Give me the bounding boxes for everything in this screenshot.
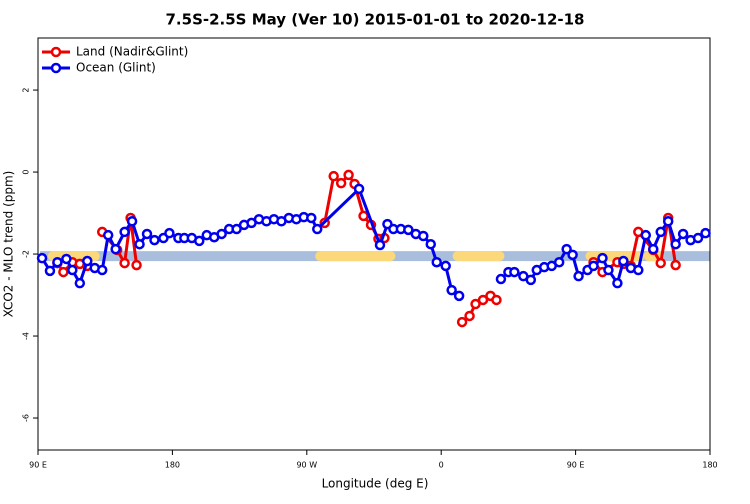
series-point — [692, 232, 704, 244]
series-line — [56, 172, 678, 324]
y-tick-label: -4 — [22, 332, 31, 340]
series-point — [477, 294, 489, 306]
series-point — [525, 274, 537, 286]
series-point — [495, 273, 507, 285]
series-point — [119, 226, 130, 238]
series-point — [403, 224, 414, 236]
series-point — [648, 243, 659, 255]
legend-label: Land (Nadir&Glint) — [76, 45, 188, 59]
series-point — [131, 259, 142, 271]
series-point — [52, 256, 63, 268]
legend-marker — [50, 62, 62, 74]
series-point — [470, 298, 481, 310]
series-point — [440, 260, 451, 272]
x-tick-label: 0 — [439, 461, 444, 470]
series-point — [677, 228, 689, 240]
series-point — [374, 239, 386, 251]
series-point — [670, 238, 681, 250]
series-point — [640, 229, 652, 241]
series-point — [36, 252, 48, 264]
y-axis-label: XCO2 - MLO trend (ppm) — [2, 171, 16, 318]
series-point — [700, 227, 711, 239]
x-tick-label: 90 W — [296, 461, 317, 470]
series-point — [491, 294, 502, 306]
x-tick-label: 180 — [165, 461, 180, 470]
series-point — [74, 277, 86, 289]
series-point — [134, 238, 145, 250]
series-point — [194, 235, 205, 247]
series-point — [509, 266, 520, 278]
series-point — [446, 284, 457, 296]
legend-label: Ocean (Glint) — [76, 61, 156, 75]
series-point — [343, 169, 354, 181]
series-point — [655, 226, 666, 238]
y-tick-label: 2 — [22, 88, 31, 93]
series-point — [425, 238, 436, 250]
series-point — [306, 212, 317, 224]
series-point — [141, 228, 153, 240]
series-point — [456, 316, 468, 328]
series-point — [464, 310, 475, 322]
series-point — [655, 257, 666, 269]
series-point — [353, 183, 365, 195]
series-point — [126, 215, 138, 227]
series-point — [102, 229, 114, 241]
series-point — [670, 259, 681, 271]
series-point — [82, 255, 93, 267]
series-point — [633, 264, 644, 276]
series-point — [431, 256, 442, 268]
series-point — [231, 223, 242, 235]
series-point — [110, 243, 121, 255]
series-point — [603, 264, 614, 276]
series-point — [67, 264, 78, 276]
series-point — [561, 243, 572, 255]
y-tick-label: -6 — [22, 414, 31, 422]
series-point — [567, 249, 578, 261]
series-point — [96, 264, 108, 276]
series-point — [312, 223, 323, 235]
plot-frame — [37, 37, 711, 451]
series-point — [44, 265, 56, 277]
series-point — [58, 266, 69, 278]
series-point — [216, 228, 227, 240]
series-point — [61, 253, 72, 265]
series-point — [149, 234, 160, 246]
y-tick-label: -2 — [22, 250, 31, 258]
series-point — [335, 177, 347, 189]
series-point — [164, 227, 175, 239]
series-point — [328, 170, 339, 182]
legend-marker — [50, 46, 62, 58]
x-tick-label: 90 E — [29, 461, 47, 470]
series-point — [597, 252, 608, 264]
series-point — [618, 255, 629, 267]
series-point — [588, 260, 599, 272]
series-point — [662, 215, 674, 227]
x-tick-label: 180 — [702, 461, 717, 470]
series-point — [553, 256, 565, 268]
series-point — [612, 277, 623, 289]
chart-title: 7.5S-2.5S May (Ver 10) 2015-01-01 to 202… — [166, 11, 585, 29]
series-point — [119, 257, 130, 269]
x-tick-label: 90 E — [567, 461, 585, 470]
y-tick-label: 0 — [22, 170, 31, 175]
x-axis-label: Longitude (deg E) — [322, 477, 429, 491]
series-point — [358, 210, 369, 222]
series-point — [573, 270, 584, 282]
series-point — [453, 290, 465, 302]
series-point — [418, 230, 429, 242]
